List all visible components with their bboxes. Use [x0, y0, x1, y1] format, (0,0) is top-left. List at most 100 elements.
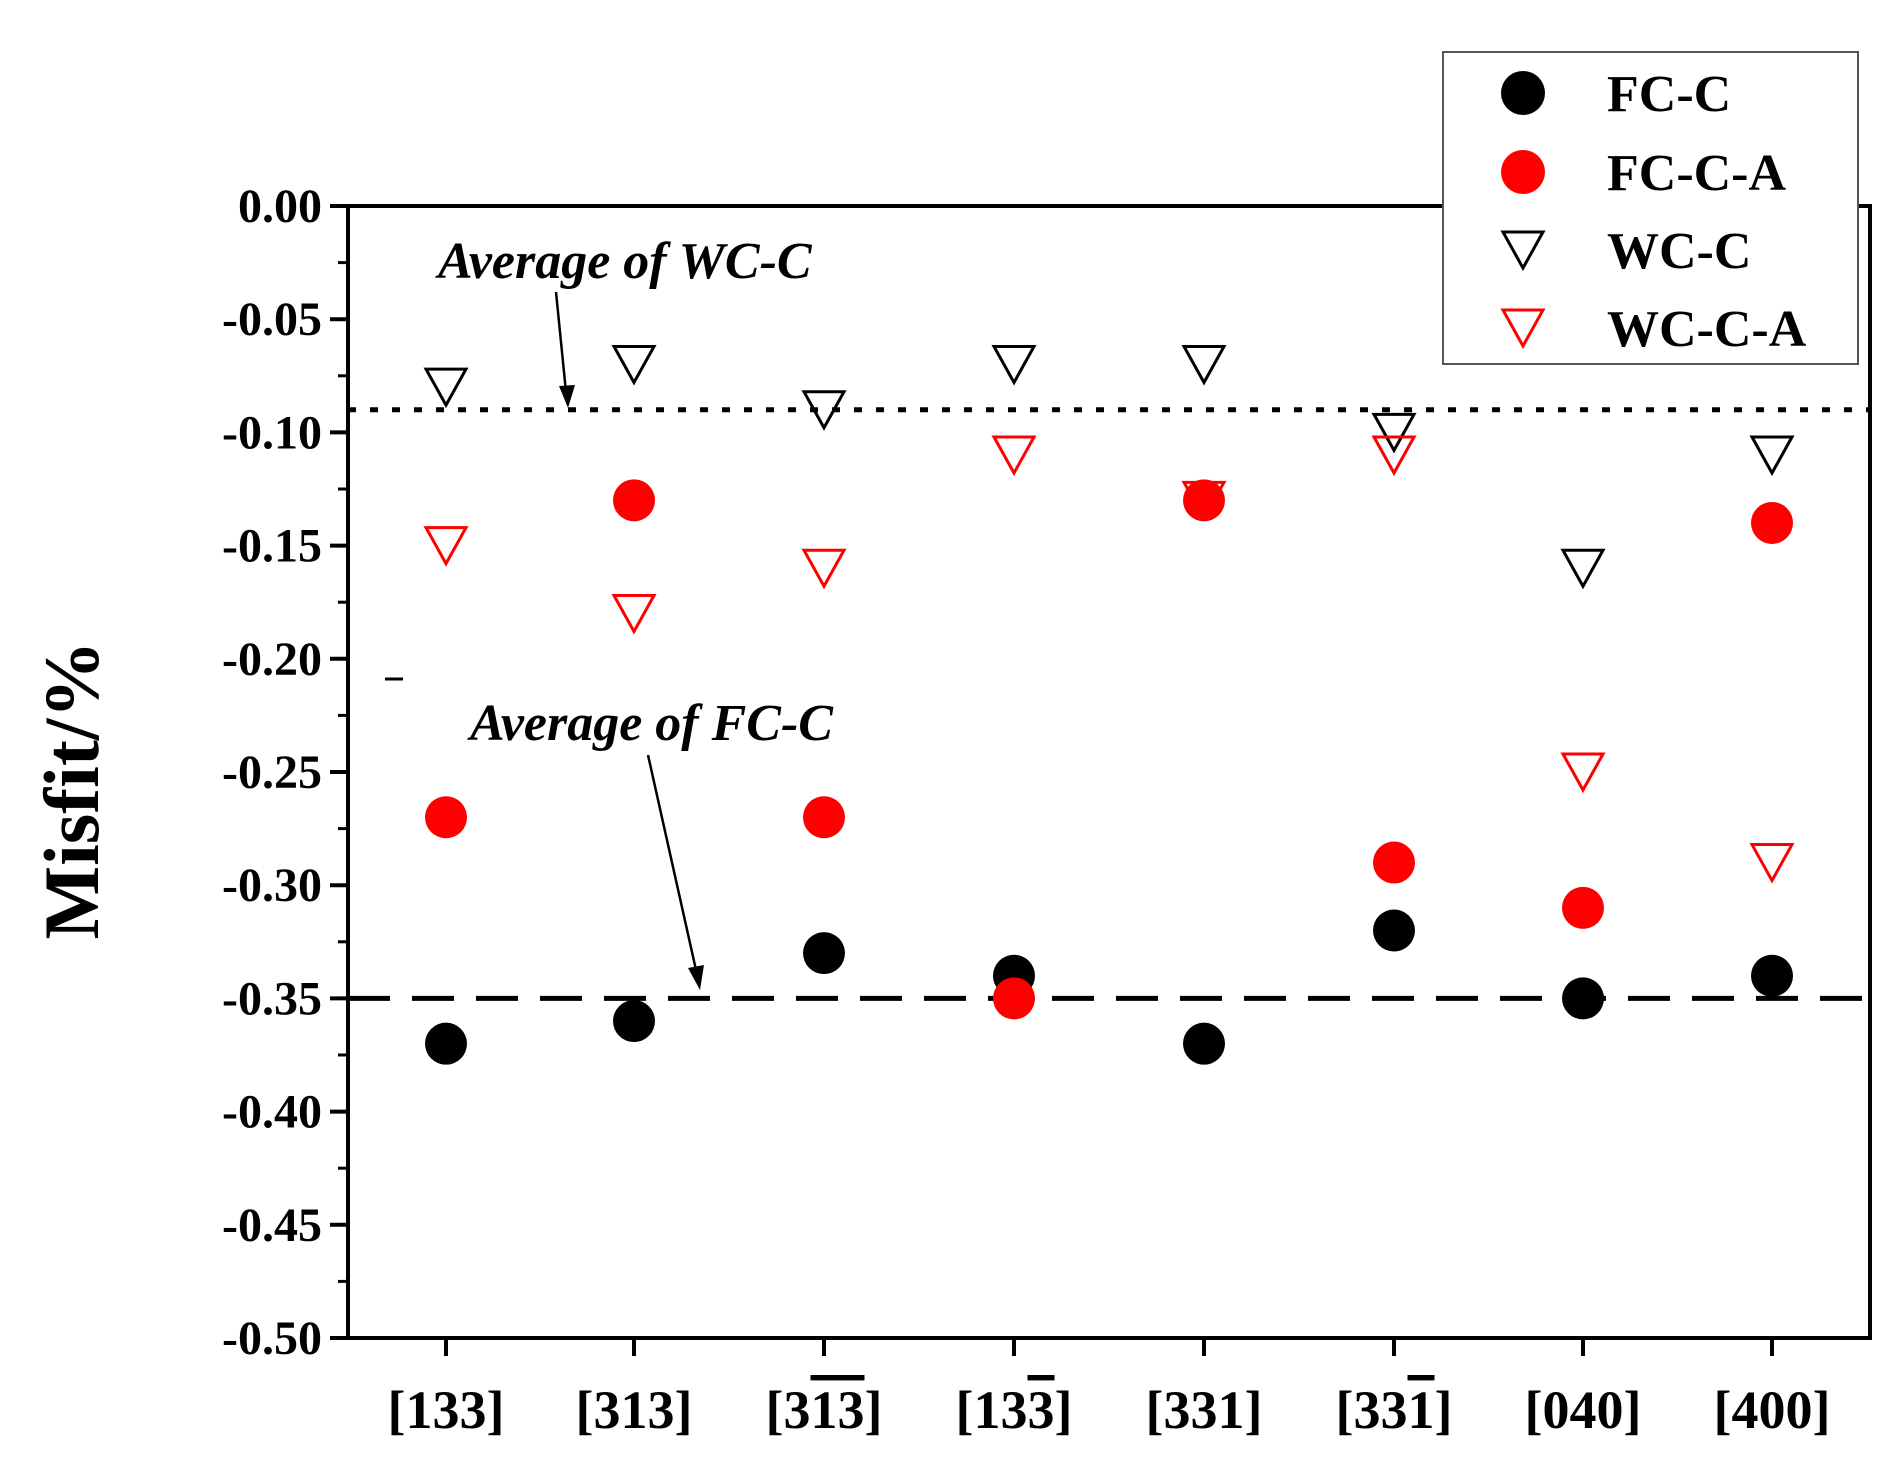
x-tick-label-part: [: [1525, 1380, 1543, 1440]
x-tick-label-part: [: [576, 1380, 594, 1440]
point-wc-c-a: [991, 435, 1037, 477]
point-wc-c: [1749, 435, 1795, 477]
x-tick-label-part: ]: [1435, 1380, 1453, 1440]
point-wc-c: [423, 367, 469, 409]
point-fc-c-a: [993, 977, 1035, 1020]
x-tick-label: [133]: [956, 1380, 1073, 1440]
point-wc-c: [801, 390, 847, 431]
point-wc-c-a: [1371, 435, 1417, 477]
x-tick-label-part: 4: [1570, 1380, 1597, 1440]
point-fc-c: [803, 932, 845, 975]
x-tick-label-part: ]: [1245, 1380, 1263, 1440]
x-tick-label-part: [: [1146, 1380, 1164, 1440]
point-fc-c: [425, 1022, 467, 1065]
point-wc-c-a: [423, 526, 469, 567]
y-tick-label: -0.35: [222, 972, 322, 1025]
x-tick-label-part: 3: [1381, 1380, 1408, 1440]
x-tick-label: [400]: [1714, 1380, 1831, 1440]
point-fc-c-a: [425, 796, 467, 839]
point-fc-c: [1562, 977, 1604, 1020]
x-tick-label-part: 3: [1001, 1380, 1028, 1440]
y-axis-title: Misfit/%: [28, 641, 115, 940]
y-tick-label: 0.00: [238, 180, 322, 233]
annotation-fc-c: Average of FC-C: [467, 695, 834, 752]
y-tick-label: -0.45: [222, 1199, 322, 1252]
x-tick-label-part: ]: [1624, 1380, 1642, 1440]
x-tick-label-part: 3: [460, 1380, 487, 1440]
point-fc-c: [1183, 1022, 1225, 1065]
legend-label: FC-C: [1607, 66, 1731, 123]
legend-label: WC-C-A: [1607, 301, 1807, 358]
legend-marker: [1500, 230, 1546, 272]
legend-label: WC-C: [1607, 223, 1751, 280]
x-tick-label-part: 4: [1732, 1380, 1759, 1440]
x-tick-label-part: ]: [675, 1380, 693, 1440]
x-tick-label: [313]: [576, 1380, 693, 1440]
plot-frame: [346, 204, 1872, 1340]
x-tick-label-part: 3: [1164, 1380, 1191, 1440]
y-tick-label: -0.05: [222, 293, 322, 346]
point-fc-c-a: [1183, 479, 1225, 522]
annotation-wc-c: Average of WC-C: [435, 233, 813, 290]
annotation-arrow: [646, 754, 698, 971]
x-tick-label: [331]: [1146, 1380, 1263, 1440]
x-tick-label-part: ]: [1813, 1380, 1831, 1440]
annotation-arrowhead: [688, 965, 704, 990]
x-tick-label-part: 0: [1543, 1380, 1570, 1440]
point-wc-c-a: [1181, 480, 1227, 522]
x-tick-label-part: 3: [838, 1380, 865, 1440]
x-tick-label-part: ]: [487, 1380, 505, 1440]
point-wc-c-a: [611, 594, 657, 635]
point-wc-c: [991, 344, 1037, 386]
y-tick-label: -0.30: [222, 859, 322, 912]
x-tick-label-part: 3: [1028, 1380, 1055, 1440]
x-tick-label-part: 3: [1191, 1380, 1218, 1440]
x-tick-label-part: ]: [865, 1380, 883, 1440]
point-wc-c-a: [1560, 752, 1606, 794]
reference-lines: Average of WC-C Average of FC-C: [348, 233, 1870, 1001]
x-tick-label-part: 0: [1759, 1380, 1786, 1440]
legend: FC-C FC-C-A WC-C WC-C-A: [1442, 51, 1859, 365]
x-tick-label-part: 1: [811, 1380, 838, 1440]
x-tick-label-part: 1: [974, 1380, 1001, 1440]
point-wc-c-a: [801, 548, 847, 590]
point-wc-c: [611, 344, 657, 386]
x-tick-label: [331]: [1336, 1380, 1453, 1440]
x-tick-label-part: 1: [621, 1380, 648, 1440]
annotation-arrowhead: [559, 385, 575, 408]
x-tick-label-part: 1: [1408, 1380, 1435, 1440]
annotation-arrow: [554, 291, 568, 393]
x-tick-label-part: 1: [1218, 1380, 1245, 1440]
data-points: [423, 344, 1795, 1065]
x-tick-label-part: 3: [594, 1380, 621, 1440]
x-tick-label-part: 3: [784, 1380, 811, 1440]
x-tick-label-part: 3: [648, 1380, 675, 1440]
x-tick-label-part: 3: [433, 1380, 460, 1440]
point-fc-c-a: [613, 479, 655, 522]
y-tick-label: -0.25: [222, 746, 322, 799]
point-wc-c-a: [1749, 843, 1795, 884]
point-fc-c: [1751, 954, 1793, 997]
x-tick-label-part: [: [388, 1380, 406, 1440]
point-fc-c-a: [1373, 841, 1415, 884]
x-tick-label: [040]: [1525, 1380, 1642, 1440]
y-tick-label: -0.40: [222, 1086, 322, 1139]
legend-marker: [1501, 150, 1545, 194]
legend-label: FC-C-A: [1607, 145, 1787, 202]
y-tick-label: -0.50: [222, 1312, 322, 1365]
point-fc-c: [1373, 909, 1415, 952]
x-tick-label-part: 1: [406, 1380, 433, 1440]
y-tick-label: -0.15: [222, 520, 322, 573]
x-tick-label-part: [: [766, 1380, 784, 1440]
point-fc-c-a: [1751, 501, 1793, 544]
point-wc-c: [1181, 344, 1227, 386]
point-fc-c-a: [1562, 886, 1604, 929]
x-tick-label-part: [: [956, 1380, 974, 1440]
point-wc-c: [1371, 412, 1417, 454]
legend-marker: [1500, 308, 1546, 350]
y-tick-label: -0.20: [222, 633, 322, 686]
x-tick-label-part: ]: [1055, 1380, 1073, 1440]
point-fc-c-a: [803, 796, 845, 839]
x-tick-label-part: 3: [1354, 1380, 1381, 1440]
